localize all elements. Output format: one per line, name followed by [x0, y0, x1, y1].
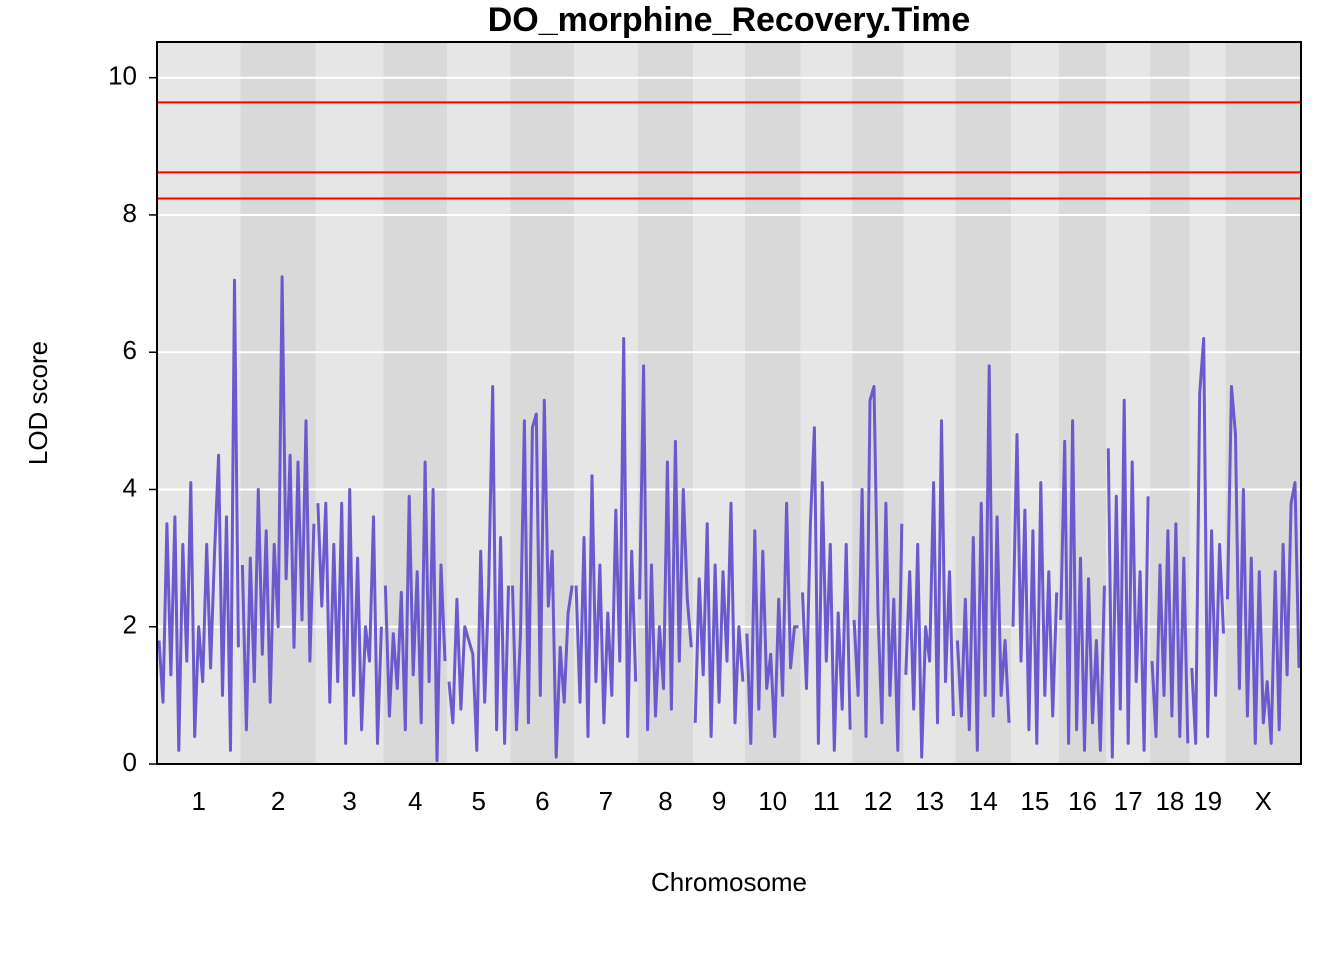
chromosome-band: [315, 42, 384, 764]
lod-line: [1226, 385, 1301, 745]
lod-line: [1011, 433, 1059, 745]
plot-frame: [156, 41, 1302, 765]
x-tick-label: 3: [342, 786, 356, 816]
x-tick-label: 5: [472, 786, 486, 816]
lod-line: [383, 460, 447, 763]
lod-line: [1190, 337, 1225, 745]
lod-line: [745, 501, 799, 745]
lod-line: [693, 501, 745, 738]
x-tick-label: 18: [1155, 786, 1184, 816]
lod-line: [574, 337, 638, 738]
x-tick-label: X: [1255, 786, 1272, 816]
x-tick-label: 15: [1020, 786, 1049, 816]
y-tick-label: 0: [123, 747, 137, 777]
lod-line: [316, 488, 383, 745]
y-tick-label: 10: [108, 61, 137, 91]
chromosome-band: [240, 42, 316, 764]
y-tick-label: 6: [123, 335, 137, 365]
x-tick-label: 17: [1114, 786, 1143, 816]
chromosome-band: [1225, 42, 1301, 764]
lod-line: [511, 398, 574, 759]
x-tick-label: 7: [599, 786, 613, 816]
lod-line: [240, 275, 316, 732]
y-tick-label: 4: [123, 472, 137, 502]
x-tick-label: 9: [712, 786, 726, 816]
lod-line: [955, 364, 1011, 752]
x-tick-label: 10: [758, 786, 787, 816]
chart-title: DO_morphine_Recovery.Time: [488, 1, 970, 39]
lod-line: [1150, 522, 1190, 744]
lod-line: [904, 419, 955, 759]
x-tick-label: 14: [969, 786, 998, 816]
x-tick-label: 4: [408, 786, 422, 816]
lod-line: [801, 426, 852, 752]
y-axis-label: LOD score: [23, 341, 53, 465]
lod-line: [447, 385, 510, 752]
lod-line: [1106, 398, 1150, 759]
x-tick-label: 12: [863, 786, 892, 816]
lod-line: [1059, 419, 1106, 752]
lod-line: [157, 278, 240, 752]
x-axis-label: Chromosome: [651, 867, 807, 897]
x-tick-label: 16: [1068, 786, 1097, 816]
y-tick-label: 8: [123, 198, 137, 228]
x-tick-label: 6: [535, 786, 549, 816]
x-tick-label: 11: [813, 786, 840, 816]
y-tick-label: 2: [123, 610, 137, 640]
x-tick-label: 19: [1193, 786, 1222, 816]
x-tick-label: 1: [191, 786, 205, 816]
x-tick-label: 8: [658, 786, 672, 816]
x-tick-label: 13: [915, 786, 944, 816]
lod-line: [638, 364, 693, 732]
x-tick-label: 2: [271, 786, 285, 816]
lod-line: [852, 385, 904, 752]
